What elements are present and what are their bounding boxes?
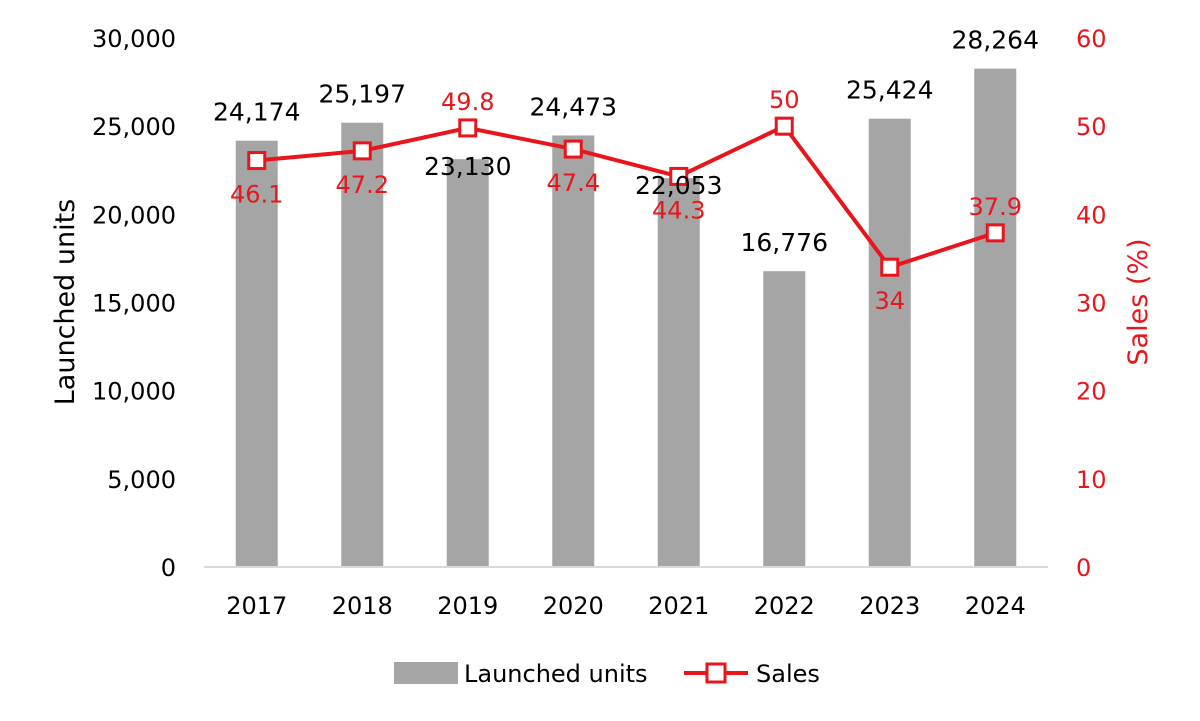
sales-value-label-2021: 44.3	[652, 196, 705, 224]
data-labels-layer: 24,174 25,197 23,130 24,473 22,053 16,776 25,4…	[213, 26, 1039, 316]
left-tick-label: 15,000	[92, 290, 176, 318]
bar-2020	[552, 135, 595, 568]
sales-value-label-2017: 46.1	[230, 181, 283, 209]
sales-marker-2018	[352, 141, 372, 161]
left-tick-label: 10,000	[92, 378, 176, 406]
x-tick-label-2018: 2018	[332, 592, 393, 620]
left-tick-label: 5,000	[107, 466, 176, 494]
sales-value-label-2022: 50	[769, 86, 800, 114]
bar-2024	[974, 68, 1017, 568]
x-tick-label-2017: 2017	[226, 592, 287, 620]
legend-label-launched-units: Launched units	[464, 660, 648, 688]
x-tick-label-2022: 2022	[754, 592, 815, 620]
sales-marker-2019	[458, 118, 478, 138]
x-tick-label-2023: 2023	[859, 592, 920, 620]
left-axis-title: Launched units	[50, 199, 81, 405]
bar-2022	[763, 271, 806, 567]
bar-2018	[341, 122, 384, 567]
bar-2023	[868, 118, 911, 568]
right-axis-title: Sales (%)	[1123, 238, 1154, 365]
left-tick-label: 25,000	[92, 113, 176, 141]
bar-2021	[657, 178, 700, 568]
right-tick-label: 10	[1076, 466, 1107, 494]
bar-value-label-2023: 25,424	[846, 76, 933, 105]
right-y-axis: 0 10 20 30 40 50 60	[1076, 25, 1107, 582]
left-tick-label: 30,000	[92, 25, 176, 53]
x-axis: 2017 2018 2019 2020 2021 2022 2023 2024	[226, 592, 1026, 620]
sales-line-layer	[247, 116, 1005, 277]
x-tick-label-2021: 2021	[648, 592, 709, 620]
sales-marker-2020	[563, 139, 583, 159]
legend-label-sales: Sales	[756, 660, 820, 688]
sales-marker-2017	[247, 151, 267, 171]
sales-marker-2021	[669, 166, 689, 186]
right-tick-label: 30	[1076, 290, 1107, 318]
legend-bar-swatch	[394, 662, 458, 684]
x-tick-label-2024: 2024	[965, 592, 1026, 620]
right-tick-label: 60	[1076, 25, 1107, 53]
sales-value-label-2018: 47.2	[336, 171, 389, 199]
x-tick-label-2019: 2019	[437, 592, 498, 620]
right-tick-label: 40	[1076, 201, 1107, 229]
right-tick-label: 0	[1076, 554, 1091, 582]
sales-value-label-2023: 34	[874, 287, 905, 315]
bar-value-label-2021: 22,053	[635, 171, 722, 200]
x-tick-label-2020: 2020	[543, 592, 604, 620]
sales-marker-2022	[774, 116, 794, 136]
bar-value-label-2020: 24,473	[530, 92, 617, 121]
sales-marker-2024	[985, 223, 1005, 243]
right-tick-label: 50	[1076, 113, 1107, 141]
sales-value-label-2019: 49.8	[441, 88, 494, 116]
bar-value-label-2022: 16,776	[741, 228, 828, 257]
bar-2019	[446, 159, 489, 568]
sales-value-label-2024: 37.9	[969, 193, 1022, 221]
legend-line-marker	[705, 662, 727, 684]
left-tick-label: 20,000	[92, 201, 176, 229]
sales-line	[256, 124, 996, 270]
left-tick-label: 0	[161, 554, 176, 582]
bar-value-label-2024: 28,264	[952, 26, 1039, 55]
bars-layer	[235, 68, 1017, 568]
bar-value-label-2018: 25,197	[319, 80, 406, 109]
right-tick-label: 20	[1076, 378, 1107, 406]
sales-marker-2023	[880, 257, 900, 277]
left-y-axis: 0 5,000 10,000 15,000 20,000 25,000 30,000	[92, 25, 176, 582]
bar-2017	[235, 140, 278, 567]
legend: Launched units Sales	[394, 660, 820, 688]
bar-value-label-2017: 24,174	[213, 98, 300, 127]
sales-value-label-2020: 47.4	[547, 169, 600, 197]
bar-value-label-2019: 23,130	[424, 152, 511, 181]
